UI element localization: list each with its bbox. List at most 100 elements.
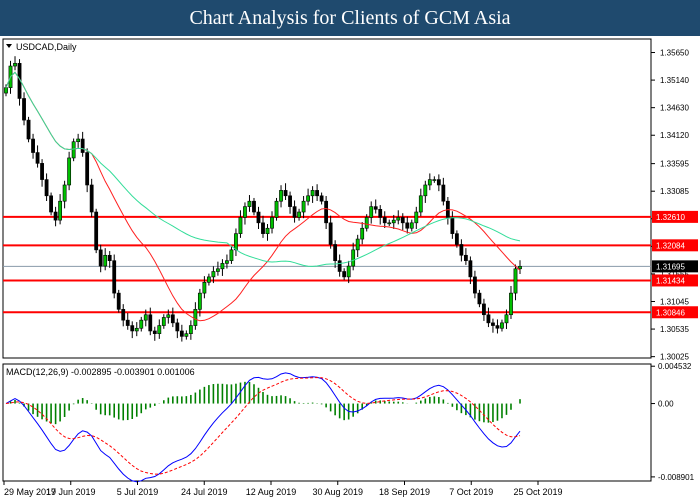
- macd-signal-line: [5, 377, 521, 475]
- time-tick-label: 25 Oct 2019: [513, 487, 562, 497]
- macd-label: MACD(12,26,9) -0.002895 -0.003901 0.0010…: [6, 367, 195, 377]
- candle: [414, 206, 419, 229]
- candle: [473, 270, 477, 299]
- price-tick-label: 1.35140: [660, 76, 689, 85]
- candle: [342, 268, 347, 281]
- candle: [301, 196, 306, 219]
- candle: [315, 184, 320, 201]
- candle: [211, 266, 216, 284]
- time-tick-label: 29 May 2019: [4, 487, 56, 497]
- candle: [427, 173, 432, 191]
- candle: [261, 215, 265, 238]
- time-tick-label: 30 Aug 2019: [312, 487, 363, 497]
- candle: [170, 307, 175, 328]
- candle: [351, 242, 356, 271]
- candle: [49, 192, 53, 216]
- candle: [238, 210, 243, 238]
- candle: [324, 196, 329, 229]
- price-tick-label: 1.35650: [660, 49, 689, 58]
- candle: [179, 324, 184, 342]
- macd-line: [5, 372, 521, 483]
- candle: [256, 206, 261, 229]
- candle: [504, 309, 509, 330]
- candle: [418, 188, 423, 217]
- candle: [360, 222, 365, 245]
- candle: [454, 230, 459, 248]
- candle: [518, 260, 522, 274]
- candle: [103, 248, 108, 271]
- candle: [35, 145, 40, 168]
- candle: [130, 321, 135, 339]
- candle: [423, 180, 428, 203]
- price-panel: [2, 38, 652, 359]
- candle: [206, 273, 211, 286]
- candle: [157, 319, 162, 339]
- price-tick-label: 1.31555: [660, 270, 689, 279]
- candle: [229, 246, 234, 264]
- macd-tick-label: 0.004532: [658, 362, 692, 371]
- candle: [463, 248, 468, 265]
- level-label-box: [652, 306, 698, 319]
- candle: [85, 148, 90, 193]
- candle: [441, 177, 446, 206]
- candle: [121, 304, 126, 327]
- candle: [216, 261, 220, 276]
- candle: [252, 197, 256, 216]
- chart-title: Chart Analysis for Clients of GCM Asia: [0, 0, 700, 36]
- candle: [17, 59, 22, 106]
- candle: [310, 186, 315, 203]
- price-tick-label: 1.30025: [660, 353, 689, 362]
- price-tick-label: 1.34630: [660, 104, 689, 113]
- macd-panel: [2, 363, 652, 482]
- candle: [89, 178, 94, 218]
- candle: [306, 188, 310, 206]
- candle: [270, 211, 274, 234]
- candle: [319, 192, 324, 205]
- candle: [513, 264, 518, 301]
- candle: [459, 239, 464, 262]
- candle: [274, 197, 279, 221]
- candle: [468, 256, 473, 285]
- price-tick-label: 1.31045: [660, 297, 689, 306]
- candle: [148, 307, 153, 336]
- candle: [482, 298, 486, 321]
- candle: [134, 322, 139, 337]
- candle: [40, 159, 44, 187]
- candle: [94, 208, 99, 254]
- candle: [337, 254, 342, 277]
- candle: [477, 289, 482, 308]
- candle: [265, 224, 270, 241]
- candle: [369, 201, 374, 224]
- candle: [243, 202, 247, 225]
- current-price-label: 1.31695: [656, 262, 685, 271]
- candle: [364, 214, 369, 232]
- usdcad-chart: 1.35650 1.35140 1.34630 1.34120 1.33595 1.330…: [0, 36, 700, 500]
- candle: [116, 289, 121, 313]
- candle: [62, 180, 67, 209]
- candle: [495, 319, 500, 334]
- candle: [328, 215, 333, 249]
- current-price-box: [652, 260, 698, 273]
- candle: [80, 131, 85, 157]
- symbol-label: USDCAD,Daily: [16, 42, 77, 52]
- candle: [53, 206, 58, 227]
- candle: [355, 234, 360, 258]
- candle: [44, 173, 49, 201]
- candle: [387, 219, 392, 227]
- level-label-box: [652, 239, 698, 252]
- candle: [382, 211, 387, 229]
- price-tick-label: 1.34120: [660, 131, 689, 140]
- time-tick-label: 17 Jun 2019: [46, 487, 96, 497]
- time-tick-label: 7 Oct 2019: [449, 487, 493, 497]
- candle: [22, 92, 26, 126]
- candle: [378, 205, 383, 225]
- level-label: 1.31434: [656, 276, 685, 285]
- candle: [197, 288, 202, 317]
- candle: [400, 213, 405, 230]
- candle: [283, 183, 288, 201]
- candle: [491, 318, 495, 333]
- candle: [247, 195, 252, 212]
- macd-tick-label: -0.008901: [658, 473, 695, 482]
- candle: [297, 208, 301, 221]
- candle: [193, 302, 198, 330]
